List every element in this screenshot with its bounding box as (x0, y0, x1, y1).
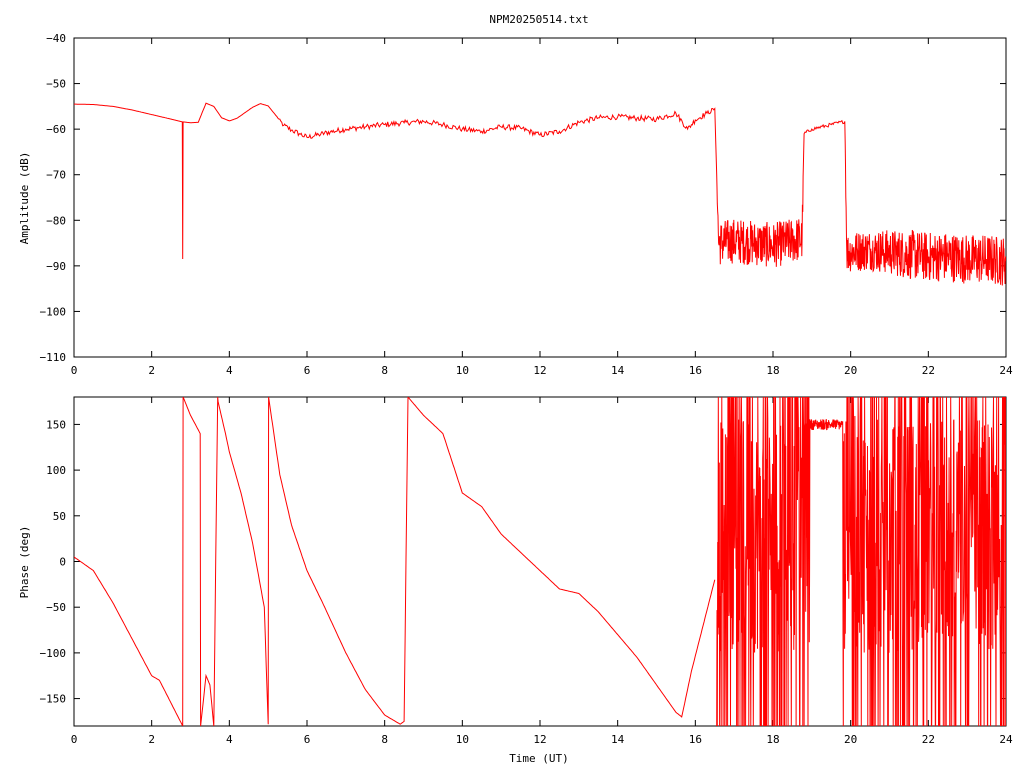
y-tick-label: −70 (46, 169, 66, 182)
phase-series-line (74, 397, 716, 726)
x-tick-label: 6 (304, 364, 311, 377)
x-tick-label: 22 (922, 733, 935, 746)
x-tick-label: 0 (71, 733, 78, 746)
x-tick-label: 8 (381, 364, 388, 377)
x-tick-label: 6 (304, 733, 311, 746)
x-tick-label: 12 (533, 364, 546, 377)
x-tick-label: 0 (71, 364, 78, 377)
x-tick-label: 22 (922, 364, 935, 377)
y-tick-label: −150 (40, 693, 67, 706)
amplitude-panel: 0 2 4 6 8 10 12 14 16 18 20 22 24−110−100−90−80−70−6… (40, 32, 1013, 377)
y-tick-label: −100 (40, 647, 67, 660)
y-tick-label: −50 (46, 78, 66, 91)
y-tick-label: −90 (46, 260, 66, 273)
x-tick-label: 24 (999, 733, 1013, 746)
y-tick-label: −40 (46, 32, 66, 45)
y-tick-label: 100 (46, 464, 66, 477)
x-tick-label: 8 (381, 733, 388, 746)
x-tick-label: 10 (456, 364, 469, 377)
chart-title: NPM20250514.txt (489, 13, 588, 26)
x-tick-label: 14 (611, 364, 625, 377)
time-x-label: Time (UT) (509, 752, 569, 765)
y-tick-label: −100 (40, 305, 67, 318)
y-tick-label: −50 (46, 601, 66, 614)
phase-y-label: Phase (deg) (18, 526, 31, 599)
amplitude-series-line (74, 102, 1006, 286)
x-tick-label: 4 (226, 733, 233, 746)
x-tick-label: 14 (611, 733, 625, 746)
y-tick-label: 150 (46, 418, 66, 431)
x-tick-label: 2 (148, 364, 155, 377)
x-tick-label: 18 (766, 364, 779, 377)
y-tick-label: −60 (46, 123, 66, 136)
y-tick-label: 50 (53, 510, 66, 523)
amplitude-plot-frame (73, 37, 1007, 358)
x-tick-label: 10 (456, 733, 469, 746)
amplitude-y-label: Amplitude (dB) (18, 152, 31, 245)
x-tick-label: 2 (148, 733, 155, 746)
y-tick-label: −80 (46, 214, 66, 227)
x-tick-label: 24 (999, 364, 1013, 377)
x-tick-label: 20 (844, 733, 857, 746)
y-tick-label: 0 (59, 556, 66, 569)
x-tick-label: 20 (844, 364, 857, 377)
y-tick-label: −110 (40, 351, 67, 364)
phase-series-noise-line (716, 397, 1006, 726)
x-tick-label: 18 (766, 733, 779, 746)
x-tick-label: 16 (689, 364, 702, 377)
phase-panel: 0 2 4 6 8 10 12 14 16 18 20 22 24−150−100−5005010015… (40, 396, 1013, 746)
x-tick-label: 4 (226, 364, 233, 377)
x-tick-label: 16 (689, 733, 702, 746)
x-tick-label: 12 (533, 733, 546, 746)
